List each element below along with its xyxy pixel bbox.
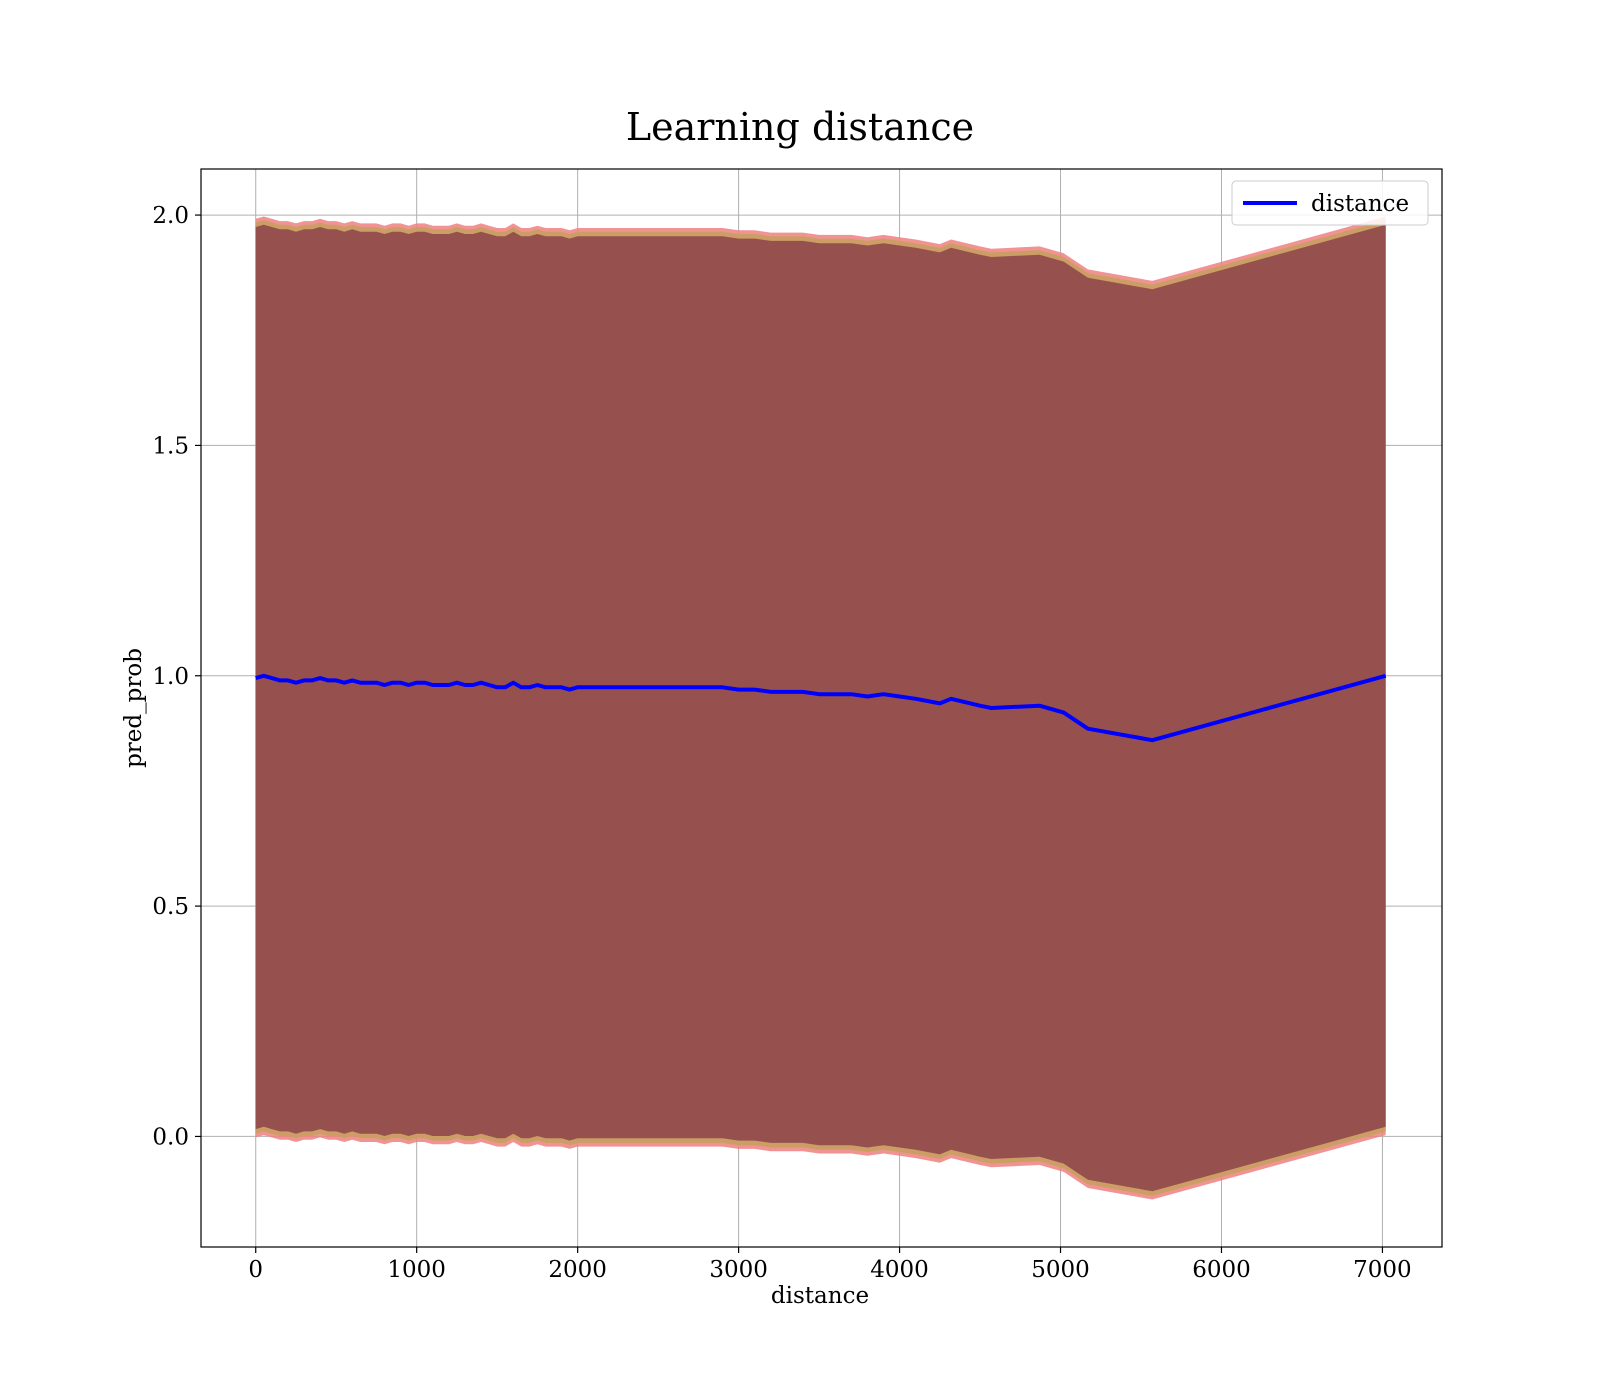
legend-label-distance: distance — [1311, 191, 1409, 217]
y-tick-label-1: 0.5 — [152, 894, 189, 920]
y-tick-label-3: 1.5 — [152, 433, 189, 459]
plot-area: 0 1000 2000 3000 4000 5000 6000 7000 0.0 0.5 1.0 1.… — [152, 168, 1443, 1283]
y-axis-label: pred_prob — [121, 648, 147, 768]
x-tick-label-2: 2000 — [548, 1257, 607, 1283]
x-tick-label-4: 4000 — [870, 1257, 929, 1283]
x-tick-label-7: 7000 — [1353, 1257, 1412, 1283]
x-tick-label-6: 6000 — [1192, 1257, 1251, 1283]
chart-title: Learning distance — [626, 105, 974, 149]
x-tick-label-1: 1000 — [387, 1257, 446, 1283]
confidence-band-inner — [255, 224, 1386, 1192]
legend-box — [1231, 180, 1429, 226]
y-tick-label-0: 0.0 — [152, 1124, 189, 1150]
series-line-distance — [255, 673, 1387, 743]
y-tick-label-2: 1.0 — [152, 664, 189, 690]
legend: distance — [1231, 180, 1429, 226]
x-axis-label: distance — [771, 1283, 869, 1309]
x-tick-label-5: 5000 — [1031, 1257, 1090, 1283]
x-tick-label-3: 3000 — [709, 1257, 768, 1283]
x-tick-label-0: 0 — [248, 1257, 263, 1283]
plot-frame — [200, 168, 1443, 1248]
y-tick-label-4: 2.0 — [152, 203, 189, 229]
